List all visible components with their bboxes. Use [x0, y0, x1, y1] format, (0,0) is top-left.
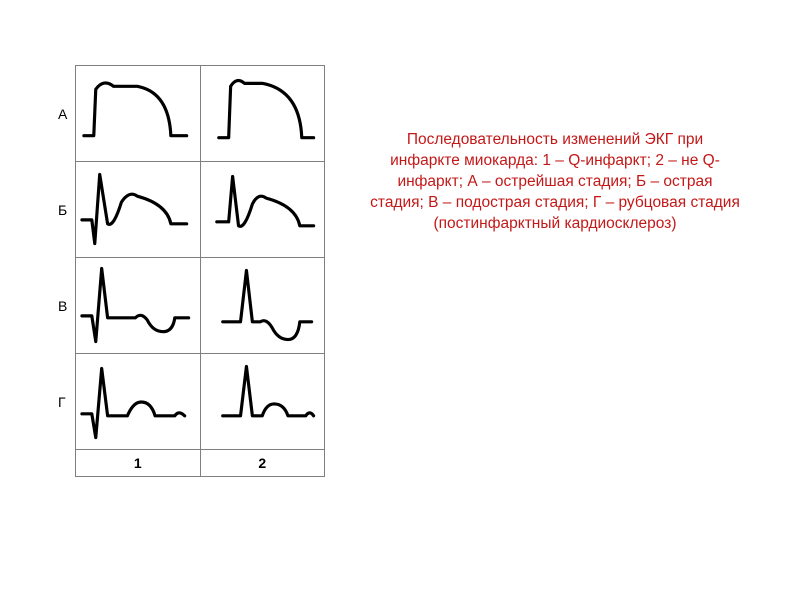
ecg-wave-g1-icon [76, 354, 200, 449]
col-footer-1: 1 [76, 450, 201, 477]
row-label-b: Б [58, 202, 67, 218]
cell-g1: Г [76, 354, 201, 450]
cell-v1: В [76, 258, 201, 354]
cell-b1: Б [76, 162, 201, 258]
ecg-wave-v2-icon [201, 258, 325, 353]
row-label-g: Г [58, 394, 66, 410]
cell-b2 [200, 162, 325, 258]
col-footer-2: 2 [200, 450, 325, 477]
figure-caption: Последовательность изменений ЭКГ при инф… [370, 130, 740, 235]
ecg-wave-g2-icon [201, 354, 325, 449]
ecg-wave-b1-icon [76, 162, 200, 257]
cell-a1: А [76, 66, 201, 162]
row-label-v: В [58, 298, 67, 314]
ecg-wave-a2-icon [201, 66, 325, 161]
ecg-grid: А Б [75, 65, 325, 477]
cell-v2 [200, 258, 325, 354]
ecg-wave-v1-icon [76, 258, 200, 353]
cell-a2 [200, 66, 325, 162]
ecg-wave-a1-icon [76, 66, 200, 161]
row-label-a: А [58, 106, 67, 122]
page: А Б [0, 0, 800, 600]
cell-g2 [200, 354, 325, 450]
ecg-wave-b2-icon [201, 162, 325, 257]
